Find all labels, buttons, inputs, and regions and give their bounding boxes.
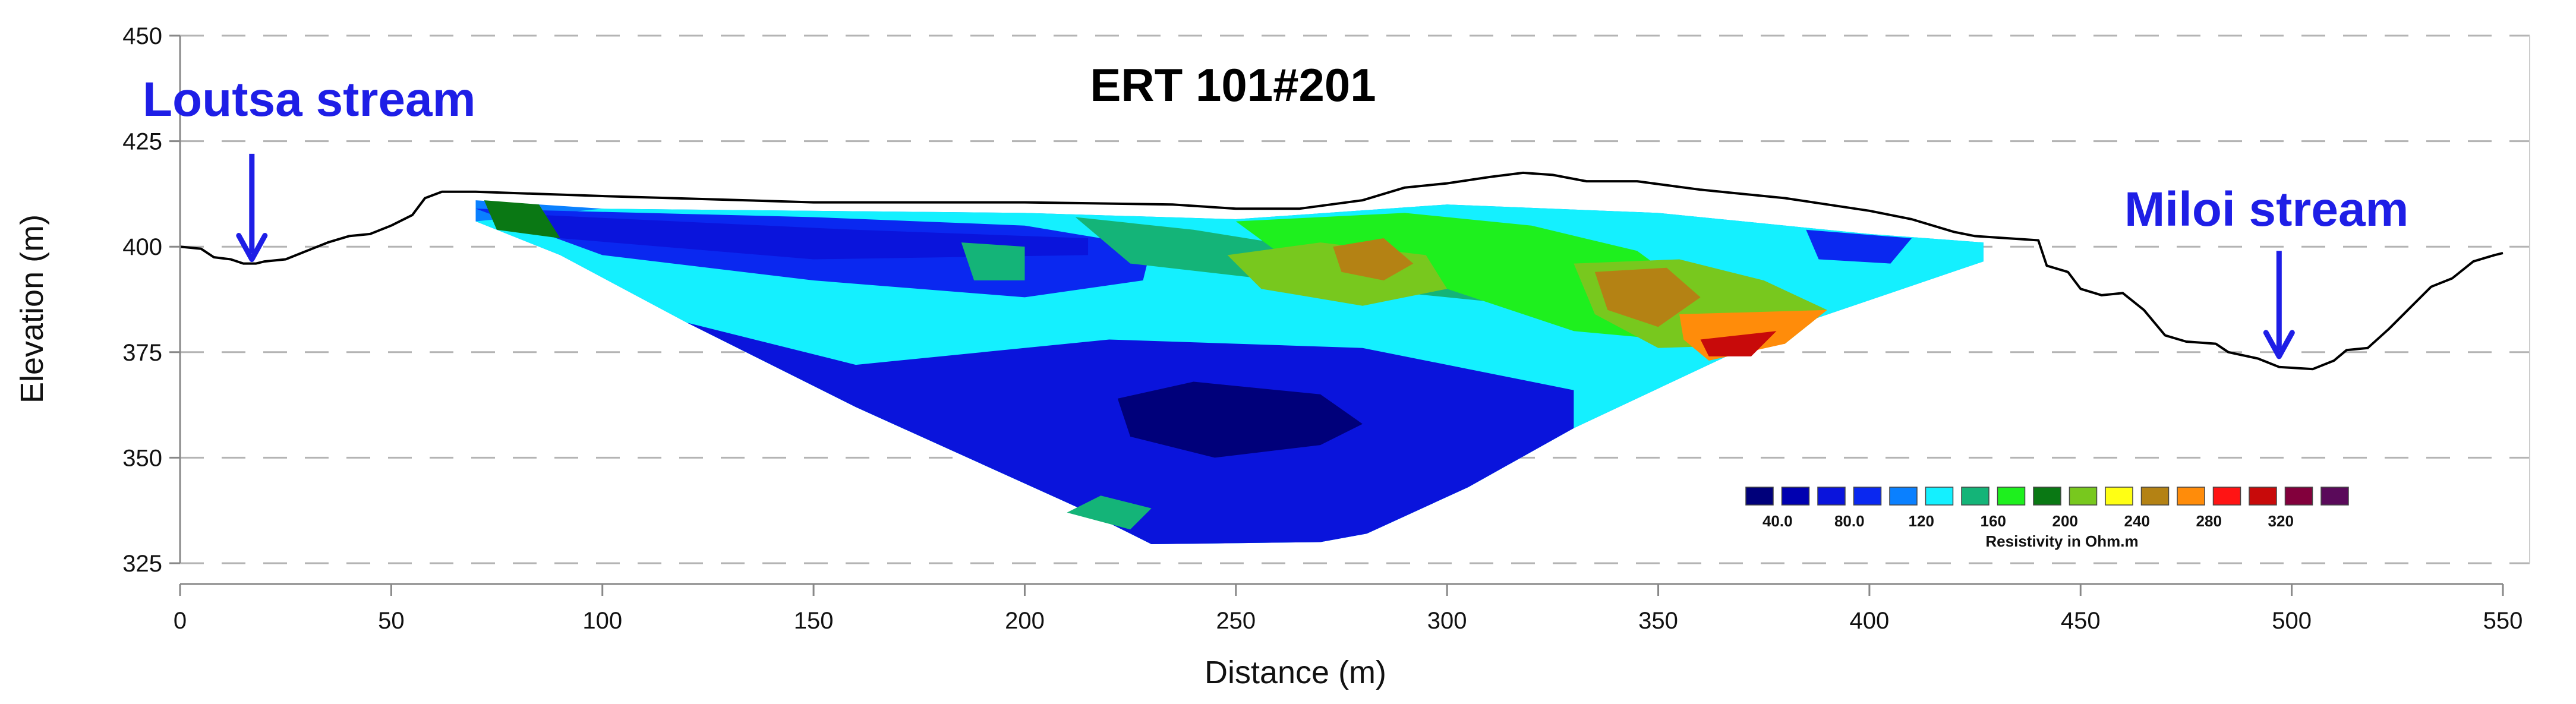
legend-swatch-3 [1853,487,1882,506]
x-tick-label-6: 300 [1427,608,1467,634]
resistivity-zone-16 [1067,495,1152,530]
legend-swatch-12 [2177,487,2205,506]
legend-tick-label-4: 200 [2052,512,2078,530]
legend-swatch-5 [1925,487,1954,506]
legend-tick-label-2: 120 [1909,512,1934,530]
legend-tick-labels: 40.0 80.0 120 160 200 240 280 320 [1762,512,2294,530]
legend-tick-label-3: 160 [1981,512,2006,530]
resistivity-zone-3 [1117,381,1363,458]
annotation-miloi-stream: Miloi stream [2124,182,2408,236]
resistivity-section [475,200,1984,545]
annotation-arrows [236,153,2295,359]
resistivity-zone-14 [1806,229,1912,264]
legend-swatch-9 [2069,487,2098,506]
topography-line [179,171,2504,371]
legend-swatch-10 [2105,487,2133,506]
legend-swatch-0 [1745,487,1774,506]
y-tick-label-0: 325 [122,551,162,577]
x-tick-label-8: 400 [1850,608,1890,634]
topography-layer [179,171,2504,371]
axes [169,34,2530,596]
resistivity-zone-4 [497,213,1089,260]
resistivity-zone-10 [1594,267,1701,327]
y-tick-label-2: 375 [122,340,162,366]
legend-tick-label-6: 280 [2196,512,2222,530]
x-tick-label-11: 550 [2483,608,2523,634]
y-axis-title: Elevation (m) [14,214,50,403]
annotation-arrow-head-1 [2263,330,2295,359]
x-tick-label-7: 350 [1638,608,1678,634]
legend-swatch-2 [1817,487,1846,506]
resistivity-zone-8 [1333,238,1414,280]
legend-tick-label-1: 80.0 [1834,512,1865,530]
legend-swatch-14 [2249,487,2277,506]
annotation-loutsa-stream: Loutsa stream [143,72,476,127]
x-tick-label-1: 50 [378,608,405,634]
chart-title: ERT 101#201 [1090,59,1376,111]
y-tick-label-5: 450 [122,23,162,49]
legend-swatch-13 [2212,487,2241,506]
y-tick-labels: 325 350 375 400 425 450 [122,23,162,577]
x-tick-labels: 0 50 100 150 200 250 300 350 400 450 500 550 [174,608,2523,634]
legend-swatch-16 [2320,487,2349,506]
legend-swatch-6 [1961,487,1989,506]
annotation-arrow-head-0 [236,233,268,263]
resistivity-zone-13 [961,242,1025,280]
legend-tick-label-0: 40.0 [1762,512,1793,530]
x-axis-title: Distance (m) [1205,655,1386,690]
legend-tick-label-5: 240 [2124,512,2150,530]
y-tick-label-1: 350 [122,445,162,471]
resistivity-zone-15 [484,200,560,238]
x-tick-label-4: 200 [1005,608,1045,634]
legend-tick-label-7: 320 [2268,512,2294,530]
x-tick-label-3: 150 [794,608,834,634]
legend-swatch-15 [2284,487,2313,506]
y-tick-label-3: 400 [122,234,162,260]
legend-title: Resistivity in Ohm.m [1985,532,2138,550]
x-tick-label-9: 450 [2061,608,2101,634]
x-tick-label-0: 0 [174,608,187,634]
legend-swatch-1 [1781,487,1810,506]
x-tick-label-2: 100 [582,608,622,634]
legend-swatch-4 [1889,487,1918,506]
legend-swatch-7 [1997,487,2026,506]
x-tick-label-5: 250 [1216,608,1256,634]
legend: 40.0 80.0 120 160 200 240 280 320 Resistivity i… [1745,487,2349,550]
x-tick-label-10: 500 [2272,608,2312,634]
y-tick-label-4: 425 [122,129,162,155]
legend-swatch-8 [2033,487,2061,506]
legend-swatches [1745,487,2349,506]
legend-swatch-11 [2140,487,2170,506]
resistivity-zone-12 [1700,331,1777,356]
